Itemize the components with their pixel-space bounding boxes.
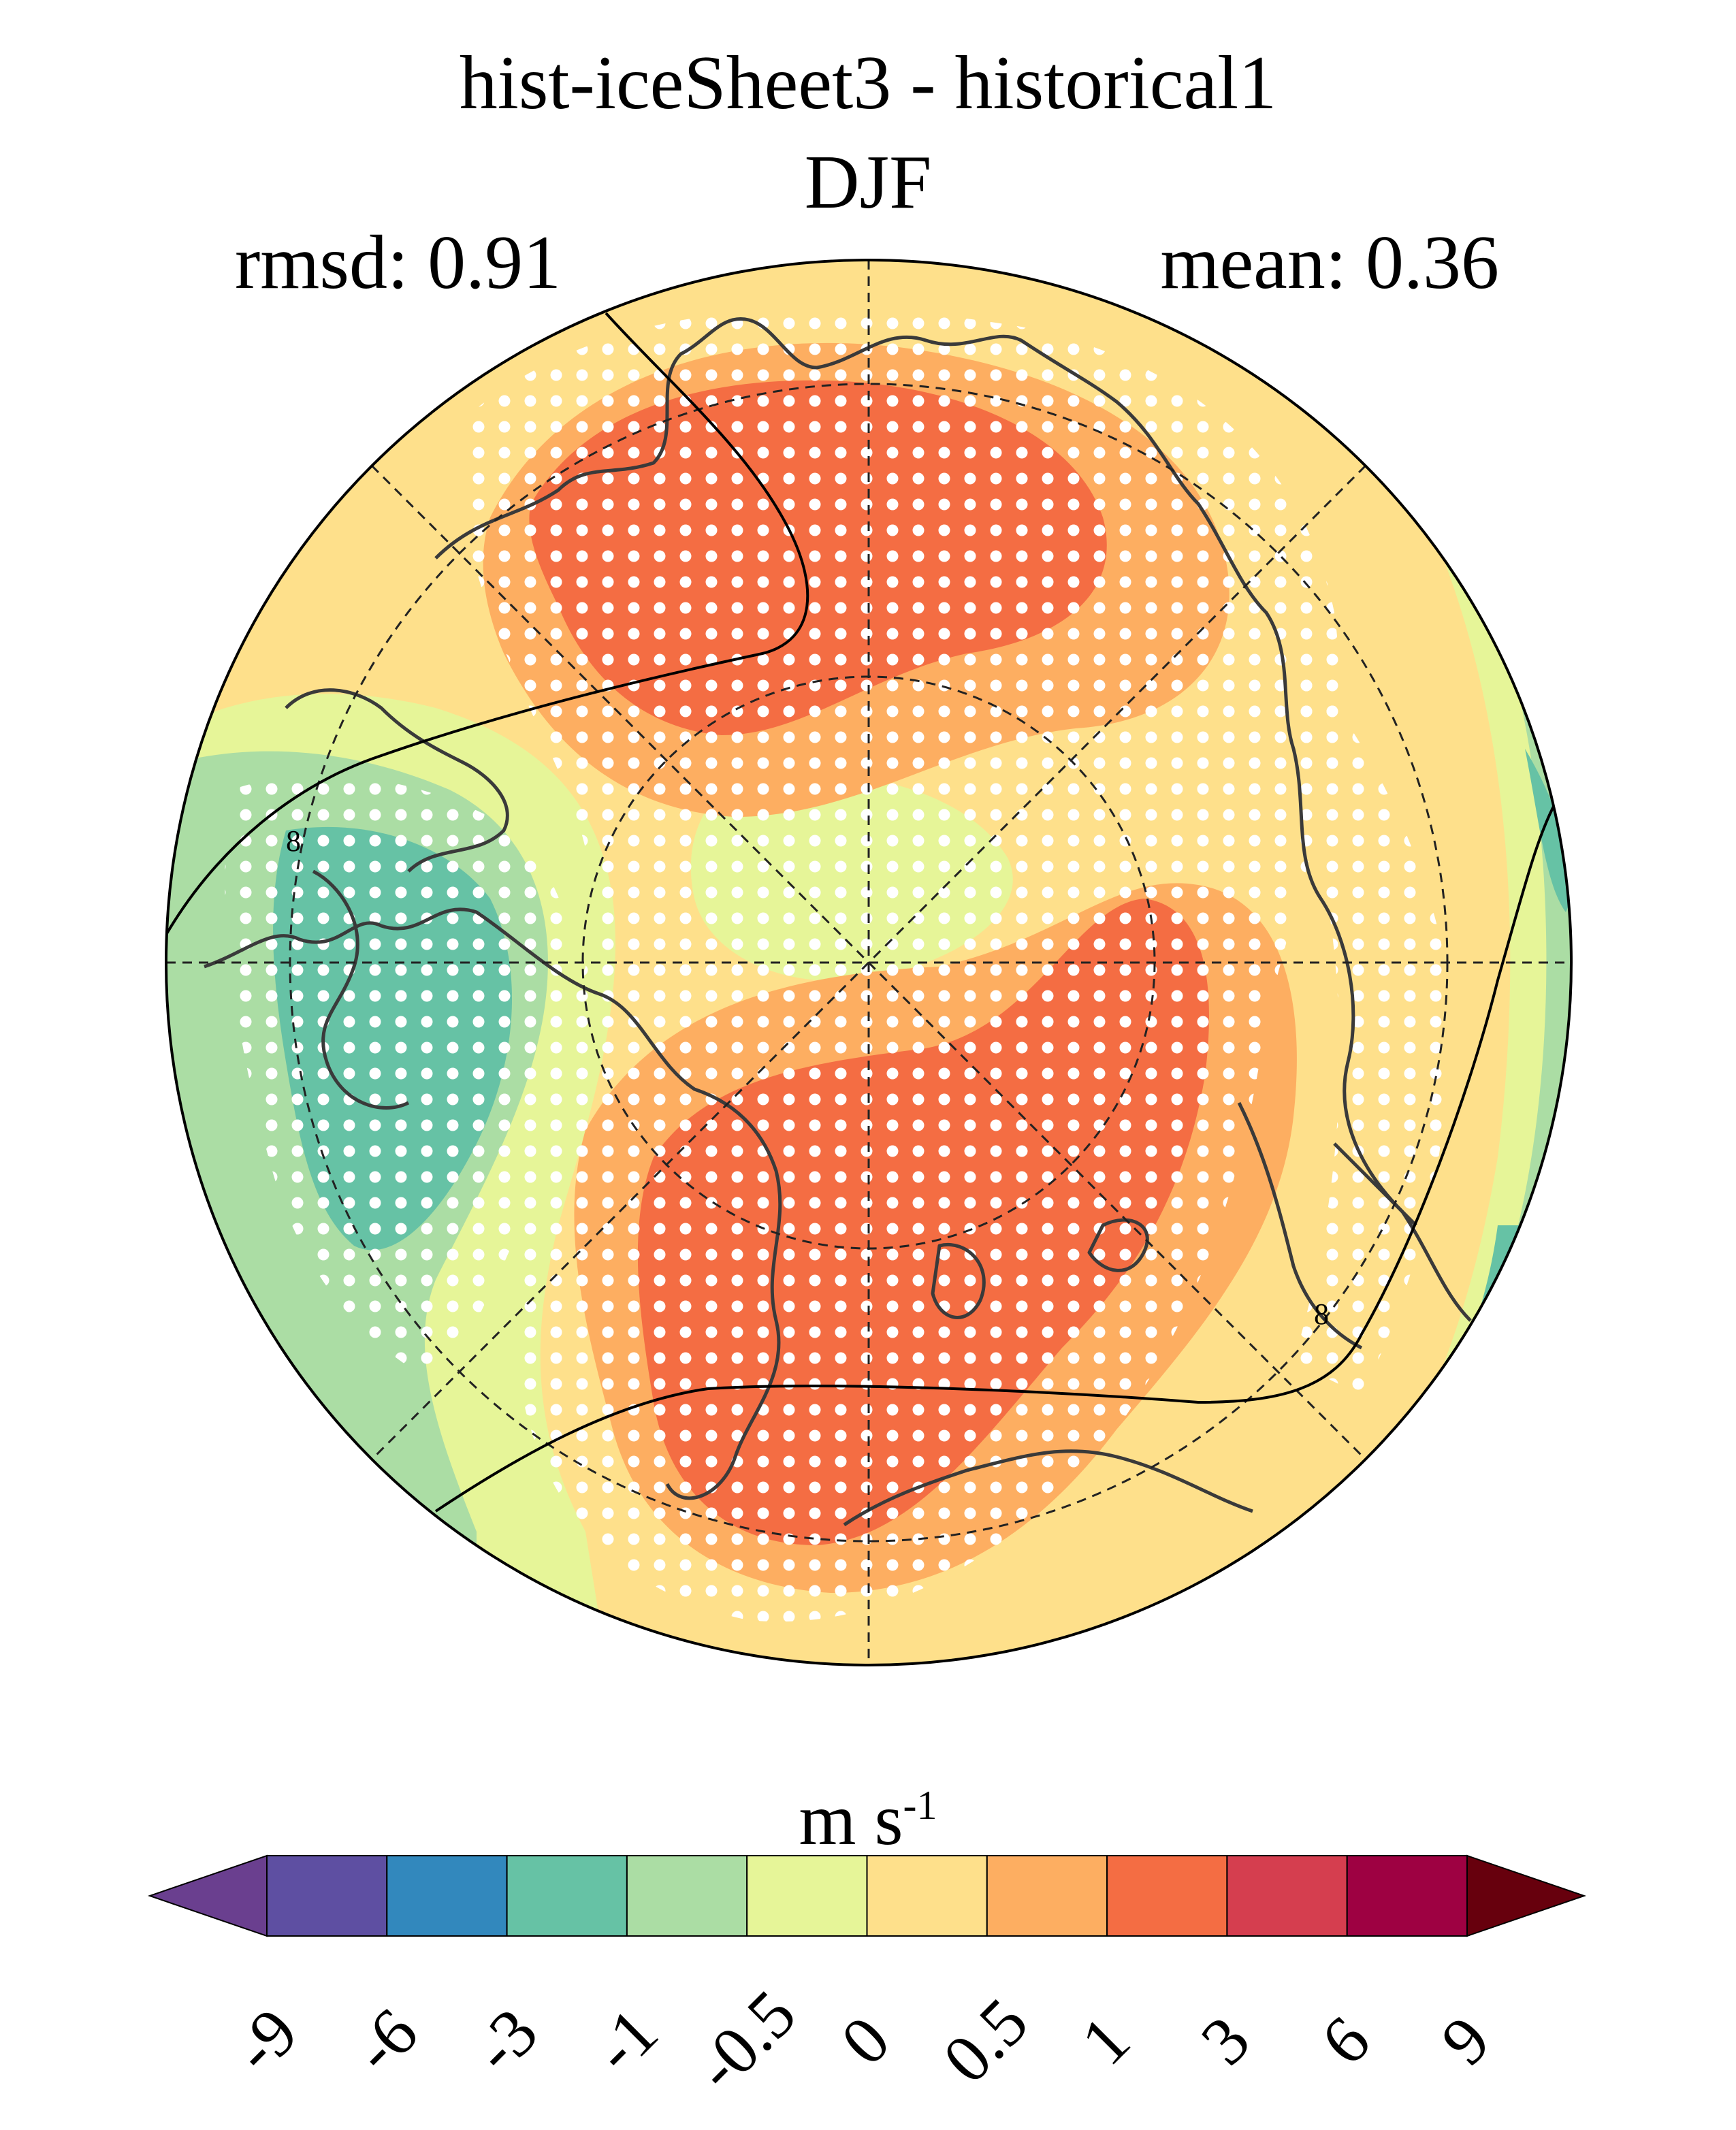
- colorbar-tick-label: -1: [579, 1994, 672, 2087]
- colorbar-under-arrow: [147, 1854, 268, 1937]
- colorbar-tick-label: -0.5: [681, 1975, 810, 2105]
- units-base: m s: [799, 1779, 903, 1860]
- colorbar-tick-label: 0.5: [929, 1984, 1042, 2097]
- colorbar-segment: [746, 1855, 868, 1937]
- colorbar-tick-label: 3: [1187, 2002, 1264, 2080]
- map-disk: 8 8: [166, 260, 1571, 1665]
- colorbar-tick-labels: -9 -6 -3 -1 -0.5 0 0.5 1 3 6 9: [219, 1975, 1505, 2105]
- colorbar-segment: [986, 1855, 1108, 1937]
- colorbar-segment: [1346, 1855, 1468, 1937]
- contour-label-right: 8: [1314, 1297, 1329, 1331]
- colorbar-segment: [1106, 1855, 1228, 1937]
- colorbar-segment: [866, 1855, 988, 1937]
- colorbar-tick-label: 1: [1067, 2002, 1144, 2080]
- colorbar-segments: [147, 1854, 1587, 1937]
- map-boundary: [165, 259, 1573, 1666]
- zero-contours: [166, 312, 1560, 1513]
- graticule: [166, 260, 1571, 1665]
- mean-label: mean: 0.36: [1160, 221, 1499, 305]
- colorbar-tick-label: -9: [219, 1994, 312, 2087]
- colorbar: -9 -6 -3 -1 -0.5 0 0.5 1 3 6 9: [147, 1854, 1587, 2105]
- rmsd-label: rmsd: 0.91: [235, 221, 562, 305]
- units-exponent: -1: [903, 1783, 937, 1828]
- colorbar-tick-label: 9: [1427, 2002, 1505, 2080]
- colorbar-units: m s-1: [0, 1784, 1736, 1857]
- colorbar-segment: [506, 1855, 628, 1937]
- polar-map: 8 8: [165, 259, 1573, 1666]
- colorbar-tick-label: -3: [458, 1994, 551, 2087]
- colorbar-tick-label: 0: [826, 2002, 904, 2080]
- colorbar-tick-label: 6: [1306, 2002, 1384, 2080]
- colorbar-segment: [266, 1855, 388, 1937]
- colorbar-tick-label: -6: [338, 1994, 432, 2087]
- field-teal-right-upper: [1525, 749, 1571, 912]
- coastlines: [204, 317, 1472, 1527]
- colorbar-segment: [1226, 1855, 1348, 1937]
- colorbar-segment: [386, 1855, 508, 1937]
- season-label: DJF: [804, 140, 932, 225]
- stippling: [225, 308, 1449, 1622]
- contour-label-left: 8: [286, 824, 301, 858]
- plot-title: hist-iceSheet3 - historical1: [459, 41, 1277, 125]
- colorbar-segment: [626, 1855, 748, 1937]
- colorbar-over-arrow: [1466, 1854, 1587, 1937]
